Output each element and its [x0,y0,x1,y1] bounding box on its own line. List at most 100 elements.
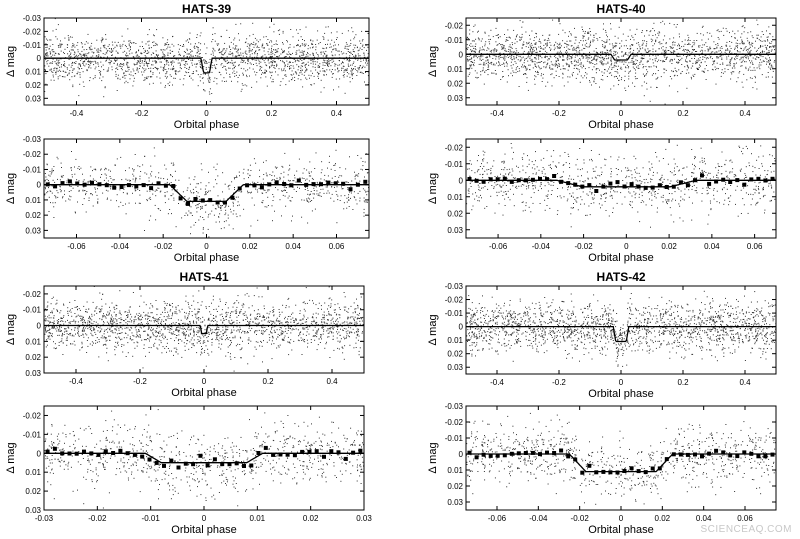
data-point [531,30,533,32]
data-point [59,185,61,187]
data-point [528,46,530,48]
data-point [641,30,643,32]
data-point [255,51,256,52]
data-point [697,68,699,69]
data-point [121,63,123,65]
data-point [614,42,616,44]
data-point [270,56,271,58]
data-point [96,194,98,196]
data-point [721,72,723,74]
data-point [322,70,324,72]
data-point [731,52,733,54]
data-point [716,67,718,69]
data-point [664,50,666,52]
data-point [536,47,537,49]
data-point [365,44,367,46]
data-point [144,55,146,57]
data-point [130,71,132,73]
data-point [50,185,52,187]
data-point [214,77,216,79]
y-tick-label: 0.02 [447,79,463,88]
data-point [627,54,629,56]
data-point [632,52,634,54]
data-point [247,69,249,71]
data-point [346,45,348,47]
data-point [255,188,257,190]
data-point [166,59,167,61]
data-point [705,54,707,56]
data-point [53,170,54,171]
data-point [540,45,541,47]
data-point [110,170,111,172]
data-point [311,42,313,44]
data-point [639,48,641,50]
data-point [338,181,340,183]
data-point [730,48,732,49]
data-point [190,43,192,45]
data-point [167,52,169,54]
data-point [77,66,79,68]
data-point [211,93,213,94]
data-point [312,52,314,54]
data-point [207,71,209,73]
data-point [303,51,305,53]
data-point [563,68,565,70]
data-point [88,181,90,183]
data-point [89,61,90,63]
data-point [338,50,340,52]
data-point [47,191,49,193]
data-point [351,71,353,73]
data-point [508,36,510,38]
data-point [126,63,128,65]
data-point [665,59,667,60]
data-point [562,55,563,57]
data-point [281,215,282,217]
data-point [83,198,85,200]
data-point [755,40,756,42]
data-point [273,31,275,33]
data-point [699,50,701,52]
data-point [641,32,643,33]
data-point [362,165,364,167]
data-point [688,55,690,56]
data-point [289,164,291,166]
data-point [659,32,661,34]
data-point [107,70,109,72]
data-point [625,61,627,63]
data-point [246,56,248,58]
data-point [75,61,77,63]
data-point [522,44,524,46]
data-point [641,85,643,87]
data-point [269,41,270,43]
data-point [173,55,174,57]
data-point [242,52,244,54]
data-point [766,61,768,63]
data-point [544,47,546,49]
data-point [222,205,223,206]
data-point [134,181,136,183]
data-point [768,26,770,28]
data-point [615,45,617,47]
data-point [74,52,76,54]
data-point [91,51,93,53]
data-point [752,42,754,44]
data-point [249,44,251,46]
data-point [259,169,260,171]
data-point [699,45,701,47]
data-point [198,53,200,55]
data-point [686,61,688,63]
data-point [642,42,644,44]
data-point [189,205,191,207]
data-point [478,63,480,65]
data-point [87,60,89,62]
data-point [113,48,115,50]
data-point [576,46,578,48]
data-point [180,63,181,65]
data-point [284,152,286,154]
data-point [56,64,58,66]
data-point [85,41,87,43]
data-point [163,178,165,180]
data-point [595,59,597,61]
data-point [635,59,637,61]
